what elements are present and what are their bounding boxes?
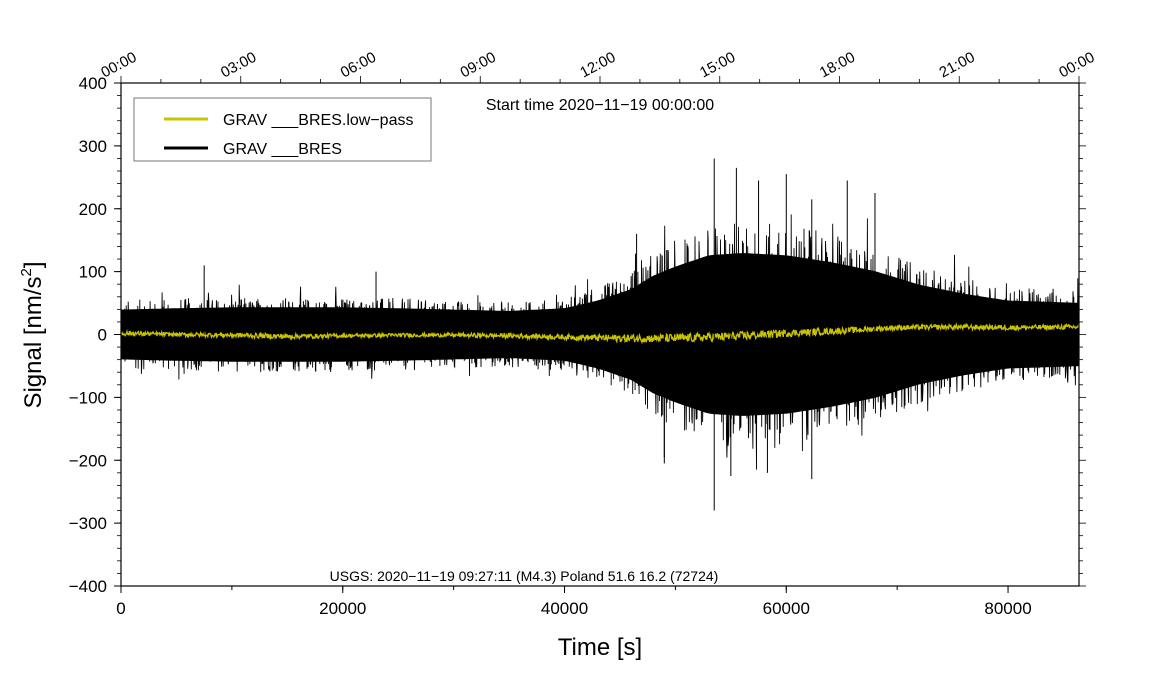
start-time-annotation: Start time 2020−11−19 00:00:00 — [486, 97, 714, 114]
y-axis-title-close: ] — [20, 261, 47, 268]
x-axis: 0 20000 40000 60000 80000 — [116, 586, 1032, 618]
series-spikes — [203, 158, 876, 511]
y-tick-label: −200 — [69, 451, 107, 470]
y-tick-label: −300 — [69, 514, 107, 533]
y-tick-label: 300 — [79, 137, 107, 156]
legend-label-raw: GRAV ___BRES — [223, 141, 342, 158]
x-tick-label: 40000 — [541, 599, 588, 618]
y-axis-title: Signal [nm/s2] — [18, 261, 47, 408]
y-axis-title-main: Signal [nm/s — [20, 276, 47, 408]
x-tick-label: 80000 — [984, 599, 1031, 618]
y-tick-label: 100 — [79, 263, 107, 282]
y-tick-label: 200 — [79, 200, 107, 219]
legend-label-lowpass: GRAV ___BRES.low−pass — [223, 112, 413, 129]
x-tick-label: 60000 — [763, 599, 810, 618]
y-axis: 400 300 200 100 0 −100 −200 −300 −400 — [69, 74, 121, 596]
y-tick-label: −400 — [69, 577, 107, 596]
legend: GRAV ___BRES.low−pass GRAV ___BRES — [133, 97, 432, 162]
right-axis — [1079, 82, 1086, 587]
y-tick-label: 400 — [79, 74, 107, 93]
series-grav-bres-lowpass — [120, 322, 1080, 345]
event-label: USGS: 2020−11−19 09:27:11 (M4.3) Poland … — [330, 568, 719, 584]
x-tick-label: 0 — [116, 599, 125, 618]
y-tick-label: −100 — [69, 388, 107, 407]
lowpass-trace — [120, 322, 1080, 345]
legend-box — [133, 97, 432, 162]
y-axis-title-superscript: 2 — [18, 268, 35, 276]
y-tick-label: 0 — [98, 326, 107, 345]
x-tick-label: 20000 — [319, 599, 366, 618]
x-axis-title: Time [s] — [558, 634, 642, 661]
